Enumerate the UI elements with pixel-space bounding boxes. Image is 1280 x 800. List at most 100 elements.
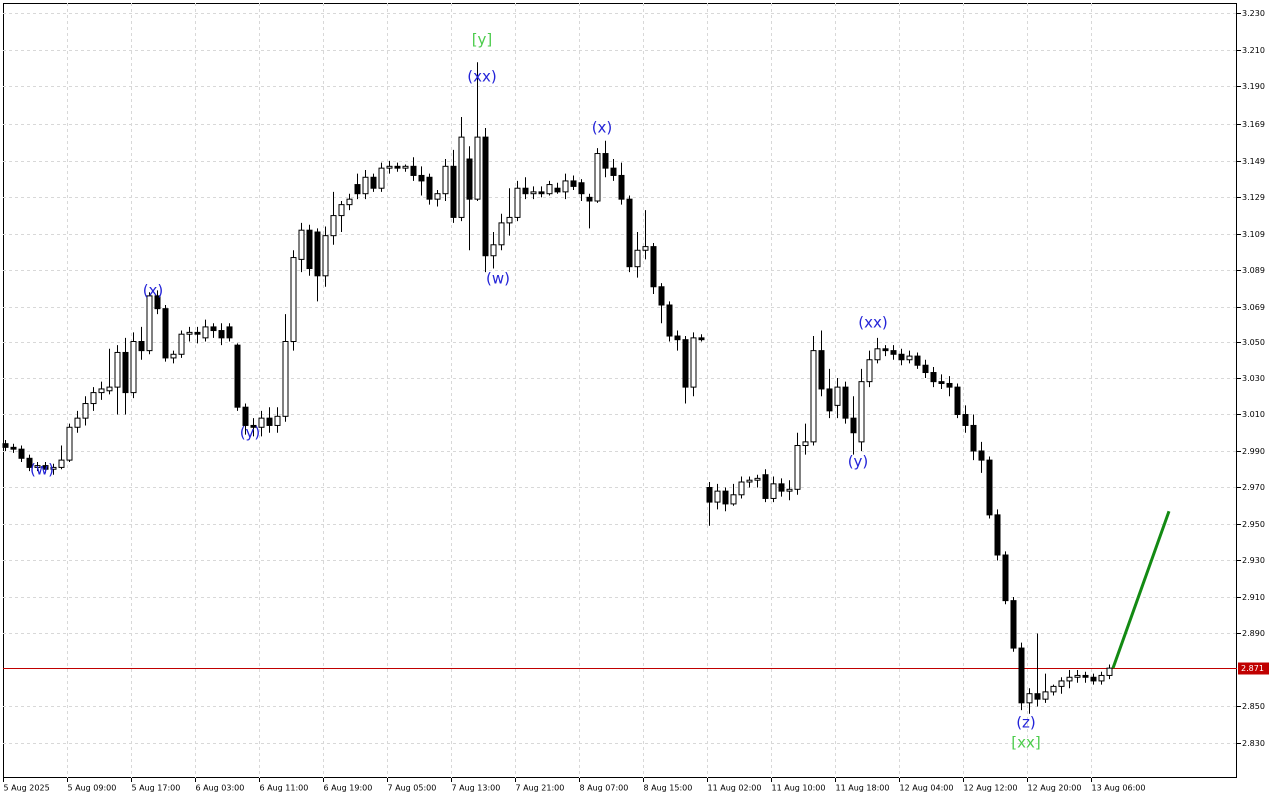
candle-body: [610, 167, 617, 176]
candle-body: [106, 386, 113, 392]
wave-label: (y): [848, 453, 869, 471]
candle-body: [890, 350, 897, 355]
y-tick-label: 2.910: [1242, 593, 1265, 602]
candle-body: [338, 204, 345, 217]
candle-body: [562, 180, 569, 193]
candle-body: [730, 494, 737, 505]
candle-body: [130, 341, 137, 394]
x-tick-label: 11 Aug 02:00: [708, 784, 762, 793]
x-tick-label: 5 Aug 09:00: [68, 784, 117, 793]
candle-body: [402, 165, 409, 169]
candle-body: [282, 341, 289, 417]
candle-body: [258, 417, 265, 428]
y-tick-label: 3.129: [1242, 193, 1265, 202]
candle-body: [554, 187, 561, 193]
candle-body: [954, 386, 961, 415]
candle-body: [314, 231, 321, 277]
candle-body: [178, 333, 185, 355]
candle-body: [490, 244, 497, 257]
candle-body: [1090, 676, 1097, 682]
candle-body: [970, 424, 977, 452]
candle-body: [58, 459, 65, 468]
candle-body: [1066, 676, 1073, 682]
price-label-box: [1238, 662, 1269, 675]
y-tick-label: 2.970: [1242, 483, 1265, 492]
candle-body: [738, 481, 745, 496]
y-tick-label: 2.990: [1242, 447, 1265, 456]
y-tick-label: 2.850: [1242, 702, 1265, 711]
candle-body: [682, 339, 689, 388]
wave-label: [xx]: [1011, 734, 1040, 752]
candle-body: [674, 335, 681, 341]
candle-body: [1018, 647, 1025, 704]
candle-body: [986, 459, 993, 516]
candle-body: [346, 198, 353, 206]
candle-body: [898, 353, 905, 361]
candle-body: [826, 388, 833, 412]
candle-body: [466, 158, 473, 200]
y-tick-label: 3.149: [1242, 157, 1265, 166]
plot-frame: [3, 3, 1237, 778]
candle-body: [482, 136, 489, 257]
candle-body: [418, 174, 425, 182]
candle-body: [594, 153, 601, 202]
candle-body: [1074, 674, 1081, 678]
y-tick-label: 3.089: [1242, 266, 1265, 275]
wave-label: (w): [486, 270, 510, 288]
candle-body: [938, 381, 945, 384]
wave-label: (x): [143, 282, 164, 300]
x-tick-label: 7 Aug 05:00: [388, 784, 437, 793]
candle-body: [322, 235, 329, 277]
x-tick-label: 5 Aug 17:00: [132, 784, 181, 793]
candle-body: [842, 386, 849, 419]
wave-label: (xx): [467, 68, 496, 86]
candle-body: [1098, 674, 1105, 682]
candle-body: [818, 350, 825, 390]
candle-body: [42, 465, 49, 470]
candle-body: [66, 426, 73, 461]
candle-body: [154, 295, 161, 310]
candle-body: [946, 382, 953, 388]
candle-body: [642, 246, 649, 251]
candle-body: [386, 165, 393, 169]
forecast-line: [1111, 510, 1171, 669]
candle-body: [858, 381, 865, 443]
candle-body: [122, 351, 129, 394]
candle-body: [458, 136, 465, 218]
candle-body: [618, 174, 625, 200]
candle-body: [378, 167, 385, 189]
candle-body: [506, 216, 513, 224]
candle-body: [394, 165, 401, 169]
candle-body: [210, 326, 217, 332]
y-tick-label: 3.230: [1242, 9, 1265, 18]
x-tick-label: 11 Aug 10:00: [772, 784, 826, 793]
wave-label: [y]: [472, 31, 493, 49]
candle-body: [170, 353, 177, 359]
wave-label: (xx): [858, 314, 887, 332]
candle-body: [474, 136, 481, 200]
y-tick-label: 3.210: [1242, 46, 1265, 55]
candle-body: [26, 457, 33, 468]
candle-body: [666, 304, 673, 337]
candle-body: [138, 341, 145, 352]
candle-body: [978, 450, 985, 461]
candle-body: [994, 514, 1001, 556]
candle-body: [1050, 685, 1057, 693]
candle-body: [866, 359, 873, 383]
y-tick-label: 3.169: [1242, 120, 1265, 129]
candle-body: [2, 443, 9, 448]
y-tick-label: 2.950: [1242, 520, 1265, 529]
x-tick-label: 13 Aug 06:00: [1092, 784, 1146, 793]
candle-body: [114, 351, 121, 388]
candle-body: [786, 488, 793, 492]
candle-body: [90, 392, 97, 405]
candle-body: [570, 180, 577, 187]
y-tick-label: 3.030: [1242, 374, 1265, 383]
x-tick-label: 6 Aug 11:00: [260, 784, 309, 793]
x-tick-label: 5 Aug 2025: [4, 784, 50, 793]
y-tick-label: 2.930: [1242, 556, 1265, 565]
candle-body: [922, 364, 929, 374]
candle-body: [530, 191, 537, 195]
y-tick-label: 3.069: [1242, 303, 1265, 312]
